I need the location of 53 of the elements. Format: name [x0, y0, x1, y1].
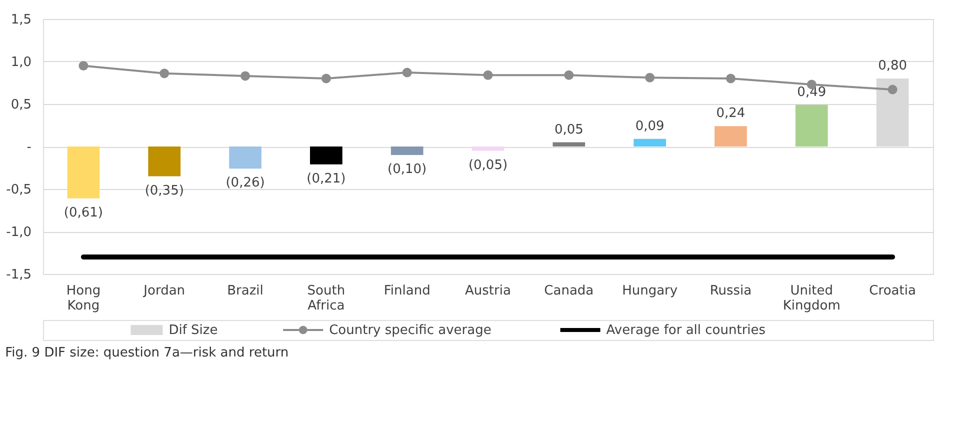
point	[645, 72, 655, 82]
y-tick-label: 0,5	[10, 98, 32, 112]
y-tick-label: -1,0	[6, 225, 32, 240]
y-tick-label: -0,5	[6, 182, 32, 198]
bar	[634, 138, 666, 146]
x-tick-label: Finland	[384, 284, 430, 298]
x-tick-label: South Africa	[307, 284, 346, 314]
point	[483, 70, 493, 80]
bar	[714, 126, 747, 146]
bar	[390, 146, 424, 155]
y-tick-label: -1,5	[6, 268, 32, 282]
data-label: (0,26)	[226, 176, 265, 191]
data-label: 0,24	[716, 106, 746, 122]
x-tick-label: Croatia	[869, 284, 916, 298]
point	[321, 74, 331, 84]
bar	[552, 142, 586, 146]
point	[726, 74, 736, 84]
data-label: (0,21)	[306, 171, 346, 186]
x-tick-label: Canada	[544, 284, 594, 298]
legend-label: Dif Size	[168, 323, 218, 338]
x-tick-label: Brazil	[227, 284, 264, 298]
data-label: (0,35)	[144, 183, 184, 198]
x-tick-label: Jordan	[142, 284, 186, 298]
bar	[795, 104, 828, 146]
data-label: 0,49	[797, 84, 826, 100]
data-label: (0,05)	[468, 158, 508, 173]
data-label: (0,10)	[388, 162, 427, 177]
x-tick-label: Russia	[710, 284, 752, 298]
bar	[229, 146, 262, 169]
y-tick-label: 1,5	[10, 12, 32, 28]
bar	[310, 146, 342, 164]
y-tick-label: -	[26, 140, 32, 155]
data-label: 0,05	[554, 122, 584, 138]
point	[402, 68, 412, 78]
bar	[67, 146, 100, 198]
legend-label: Average for all countries	[606, 323, 766, 338]
x-tick-label: Hong Kong	[66, 284, 101, 314]
x-tick-label: Austria	[465, 284, 511, 298]
data-label: 0,09	[635, 118, 664, 134]
legend-label: Country specific average	[329, 323, 492, 338]
bar	[472, 146, 504, 151]
data-label: (0,61)	[64, 205, 103, 220]
data-label: 0,80	[878, 58, 908, 74]
text: Fig. 9 DIF size: question 7a—risk and return	[5, 346, 289, 360]
x-tick-label: United Kingdom	[782, 284, 840, 314]
x-tick-label: Hungary	[622, 284, 678, 298]
y-tick-label: 1,0	[10, 55, 32, 70]
point	[160, 68, 170, 78]
point	[78, 61, 88, 70]
point	[888, 84, 898, 94]
point	[240, 71, 250, 81]
bar	[148, 146, 181, 176]
point	[564, 70, 574, 80]
